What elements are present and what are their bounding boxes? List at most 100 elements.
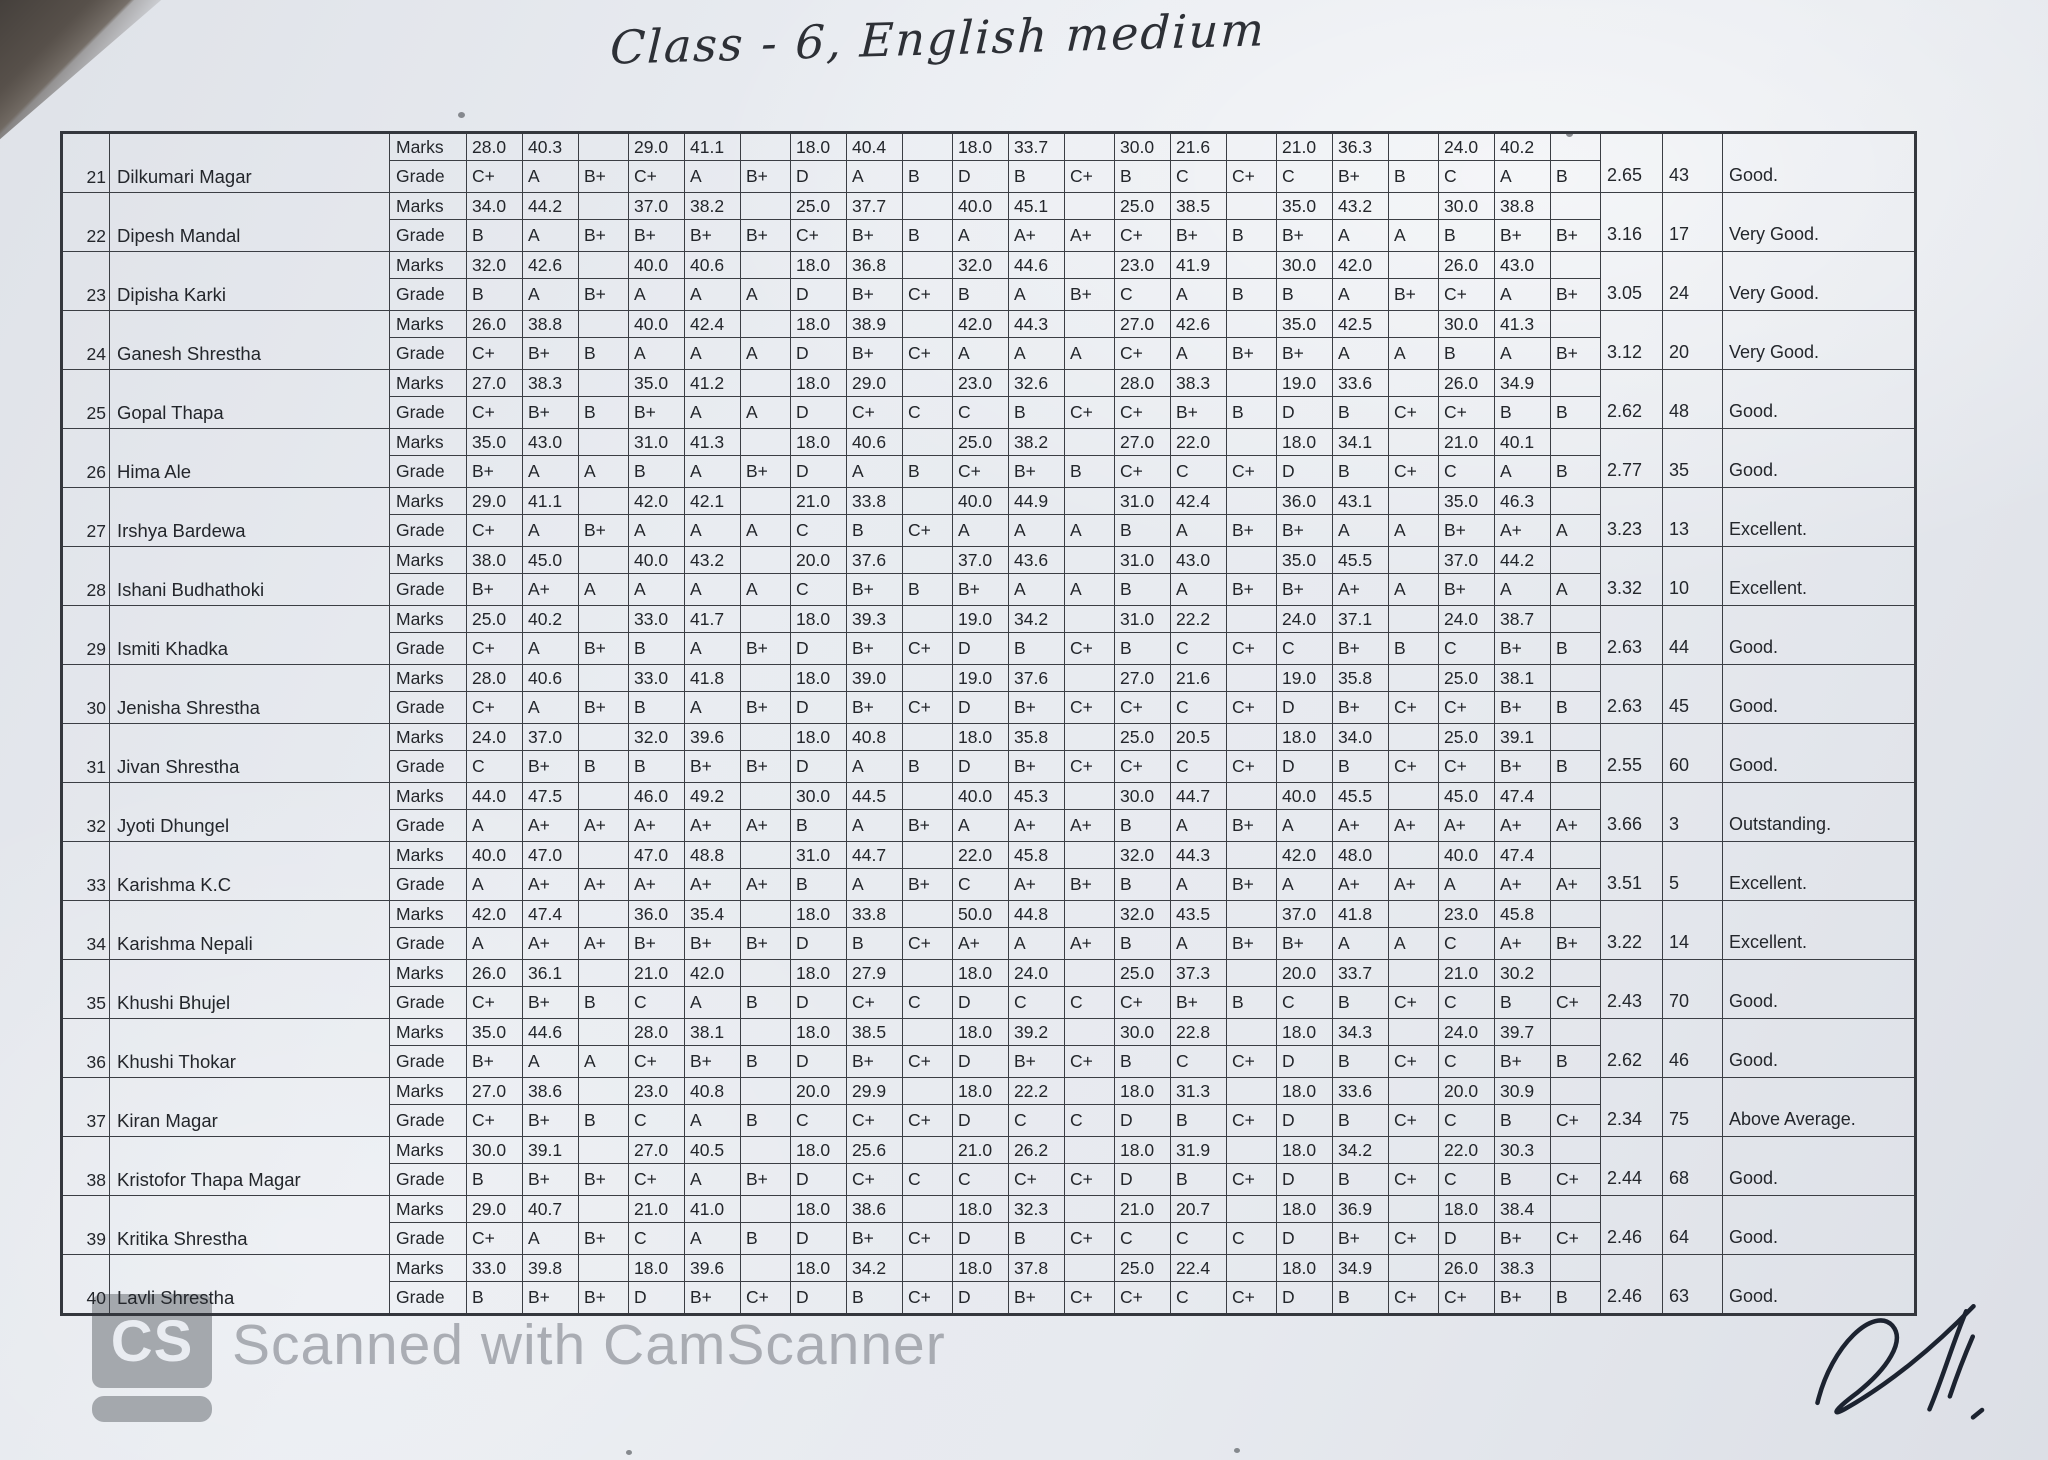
grade-final-value: B+: [740, 927, 791, 960]
mark-value: 41.8: [1332, 900, 1389, 928]
grade-value: D: [952, 986, 1009, 1019]
grade-value: C+: [466, 160, 523, 193]
mark-value: 31.9: [1170, 1136, 1227, 1164]
mark-value: 38.9: [846, 310, 903, 338]
spacer-cell: [903, 606, 953, 633]
grade-value: B: [952, 278, 1009, 311]
grade-value: A: [522, 514, 579, 547]
grade-final-value: B: [1388, 160, 1439, 193]
mark-value: 22.4: [1170, 1254, 1227, 1282]
grade-value: A: [522, 1222, 579, 1255]
grade-final-value: C+: [1388, 396, 1439, 429]
mark-value: 30.2: [1494, 959, 1551, 987]
mark-value: 21.0: [1276, 132, 1333, 161]
grade-value: A: [846, 750, 903, 783]
mark-value: 32.3: [1008, 1195, 1065, 1223]
mark-value: 18.0: [790, 369, 847, 397]
mark-value: 43.2: [1332, 192, 1389, 220]
mark-value: 38.7: [1494, 605, 1551, 633]
mark-value: 18.0: [952, 1018, 1009, 1046]
grade-value: A: [1170, 809, 1227, 842]
spacer-cell: [1227, 370, 1277, 397]
mark-value: 18.0: [1276, 1018, 1333, 1046]
student-name: Gopal Thapa: [109, 369, 390, 429]
spacer-cell: [1065, 665, 1115, 692]
grade-value: C: [1114, 278, 1171, 311]
rank-value: 75: [1662, 1077, 1723, 1137]
grade-final-value: B+: [578, 1222, 629, 1255]
spacer-cell: [903, 842, 953, 869]
mark-value: 37.1: [1332, 605, 1389, 633]
grade-final-value: B+: [578, 514, 629, 547]
mark-value: 44.6: [522, 1018, 579, 1046]
grade-value: A+: [1008, 219, 1065, 252]
grade-final-value: B: [740, 1222, 791, 1255]
mark-value: 18.0: [790, 310, 847, 338]
grade-value: C+: [846, 986, 903, 1019]
spacer-cell: [1551, 1019, 1601, 1046]
spacer-cell: [1065, 133, 1115, 161]
grade-value: C+: [1008, 1163, 1065, 1196]
grade-value: A: [1008, 337, 1065, 370]
mark-value: 20.5: [1170, 723, 1227, 751]
remark-text: Excellent.: [1722, 900, 1916, 960]
grade-value: D: [790, 691, 847, 724]
mark-value: 25.0: [1114, 723, 1171, 751]
mark-value: 45.5: [1332, 546, 1389, 574]
table-row-marks: 26 Hima Ale Marks 35.0 43.0 31.0 41.3 18.0 40.6 2…: [61, 428, 1916, 488]
mark-value: 42.4: [684, 310, 741, 338]
mark-value: 22.0: [1170, 428, 1227, 456]
mark-value: 43.1: [1332, 487, 1389, 515]
grade-value: D: [1276, 455, 1333, 488]
spacer-cell: [903, 1196, 953, 1223]
mark-value: 27.0: [1114, 310, 1171, 338]
mark-value: 32.0: [466, 251, 523, 279]
grade-final-value: B+: [740, 691, 791, 724]
grade-value: B: [1494, 986, 1551, 1019]
grade-final-value: C+: [1064, 396, 1115, 429]
grade-final-value: A: [740, 278, 791, 311]
grade-final-value: B+: [1388, 278, 1439, 311]
grade-final-value: C: [902, 986, 953, 1019]
mark-value: 21.6: [1170, 132, 1227, 161]
gpa-value: 2.62: [1600, 1018, 1663, 1078]
mark-value: 39.2: [1008, 1018, 1065, 1046]
table-row-marks: 36 Khushi Thokar Marks 35.0 44.6 28.0 38.1 18.0…: [61, 1018, 1916, 1078]
spacer-cell: [579, 547, 629, 574]
student-name: Dipesh Mandal: [109, 192, 390, 252]
spacer-cell: [903, 311, 953, 338]
spacer-cell: [1551, 783, 1601, 810]
grade-final-value: A: [1064, 514, 1115, 547]
row-label-grade: Grade: [389, 1045, 467, 1078]
grade-value: A+: [1332, 868, 1389, 901]
camscanner-watermark: Scanned with CamScanner: [232, 1313, 946, 1377]
grade-value: D: [790, 160, 847, 193]
mark-value: 18.0: [952, 959, 1009, 987]
grade-final-value: B: [1550, 160, 1601, 193]
mark-value: 33.7: [1008, 132, 1065, 161]
grade-final-value: B+: [740, 1163, 791, 1196]
grade-value: C: [1276, 986, 1333, 1019]
grade-final-value: C+: [902, 278, 953, 311]
mark-value: 33.0: [628, 605, 685, 633]
marks-table-body: 21 Dilkumari Magar Marks 28.0 40.3 29.0 41.1 18…: [61, 132, 1916, 1315]
mark-value: 18.0: [790, 959, 847, 987]
grade-final-value: B+: [1550, 927, 1601, 960]
mark-value: 22.0: [1438, 1136, 1495, 1164]
grade-value: C: [628, 1104, 685, 1137]
grade-final-value: B+: [740, 160, 791, 193]
grade-value: B+: [628, 927, 685, 960]
grade-value: C+: [466, 691, 523, 724]
grade-value: C+: [846, 396, 903, 429]
mark-value: 30.0: [1114, 1018, 1171, 1046]
mark-value: 32.0: [1114, 841, 1171, 869]
mark-value: 31.0: [1114, 605, 1171, 633]
mark-value: 25.0: [1114, 192, 1171, 220]
mark-value: 19.0: [1276, 369, 1333, 397]
grade-value: C+: [466, 514, 523, 547]
grade-value: B: [1114, 573, 1171, 606]
mark-value: 20.0: [790, 546, 847, 574]
grade-value: D: [1276, 691, 1333, 724]
grade-value: C: [1438, 632, 1495, 665]
grade-final-value: C+: [1226, 455, 1277, 488]
